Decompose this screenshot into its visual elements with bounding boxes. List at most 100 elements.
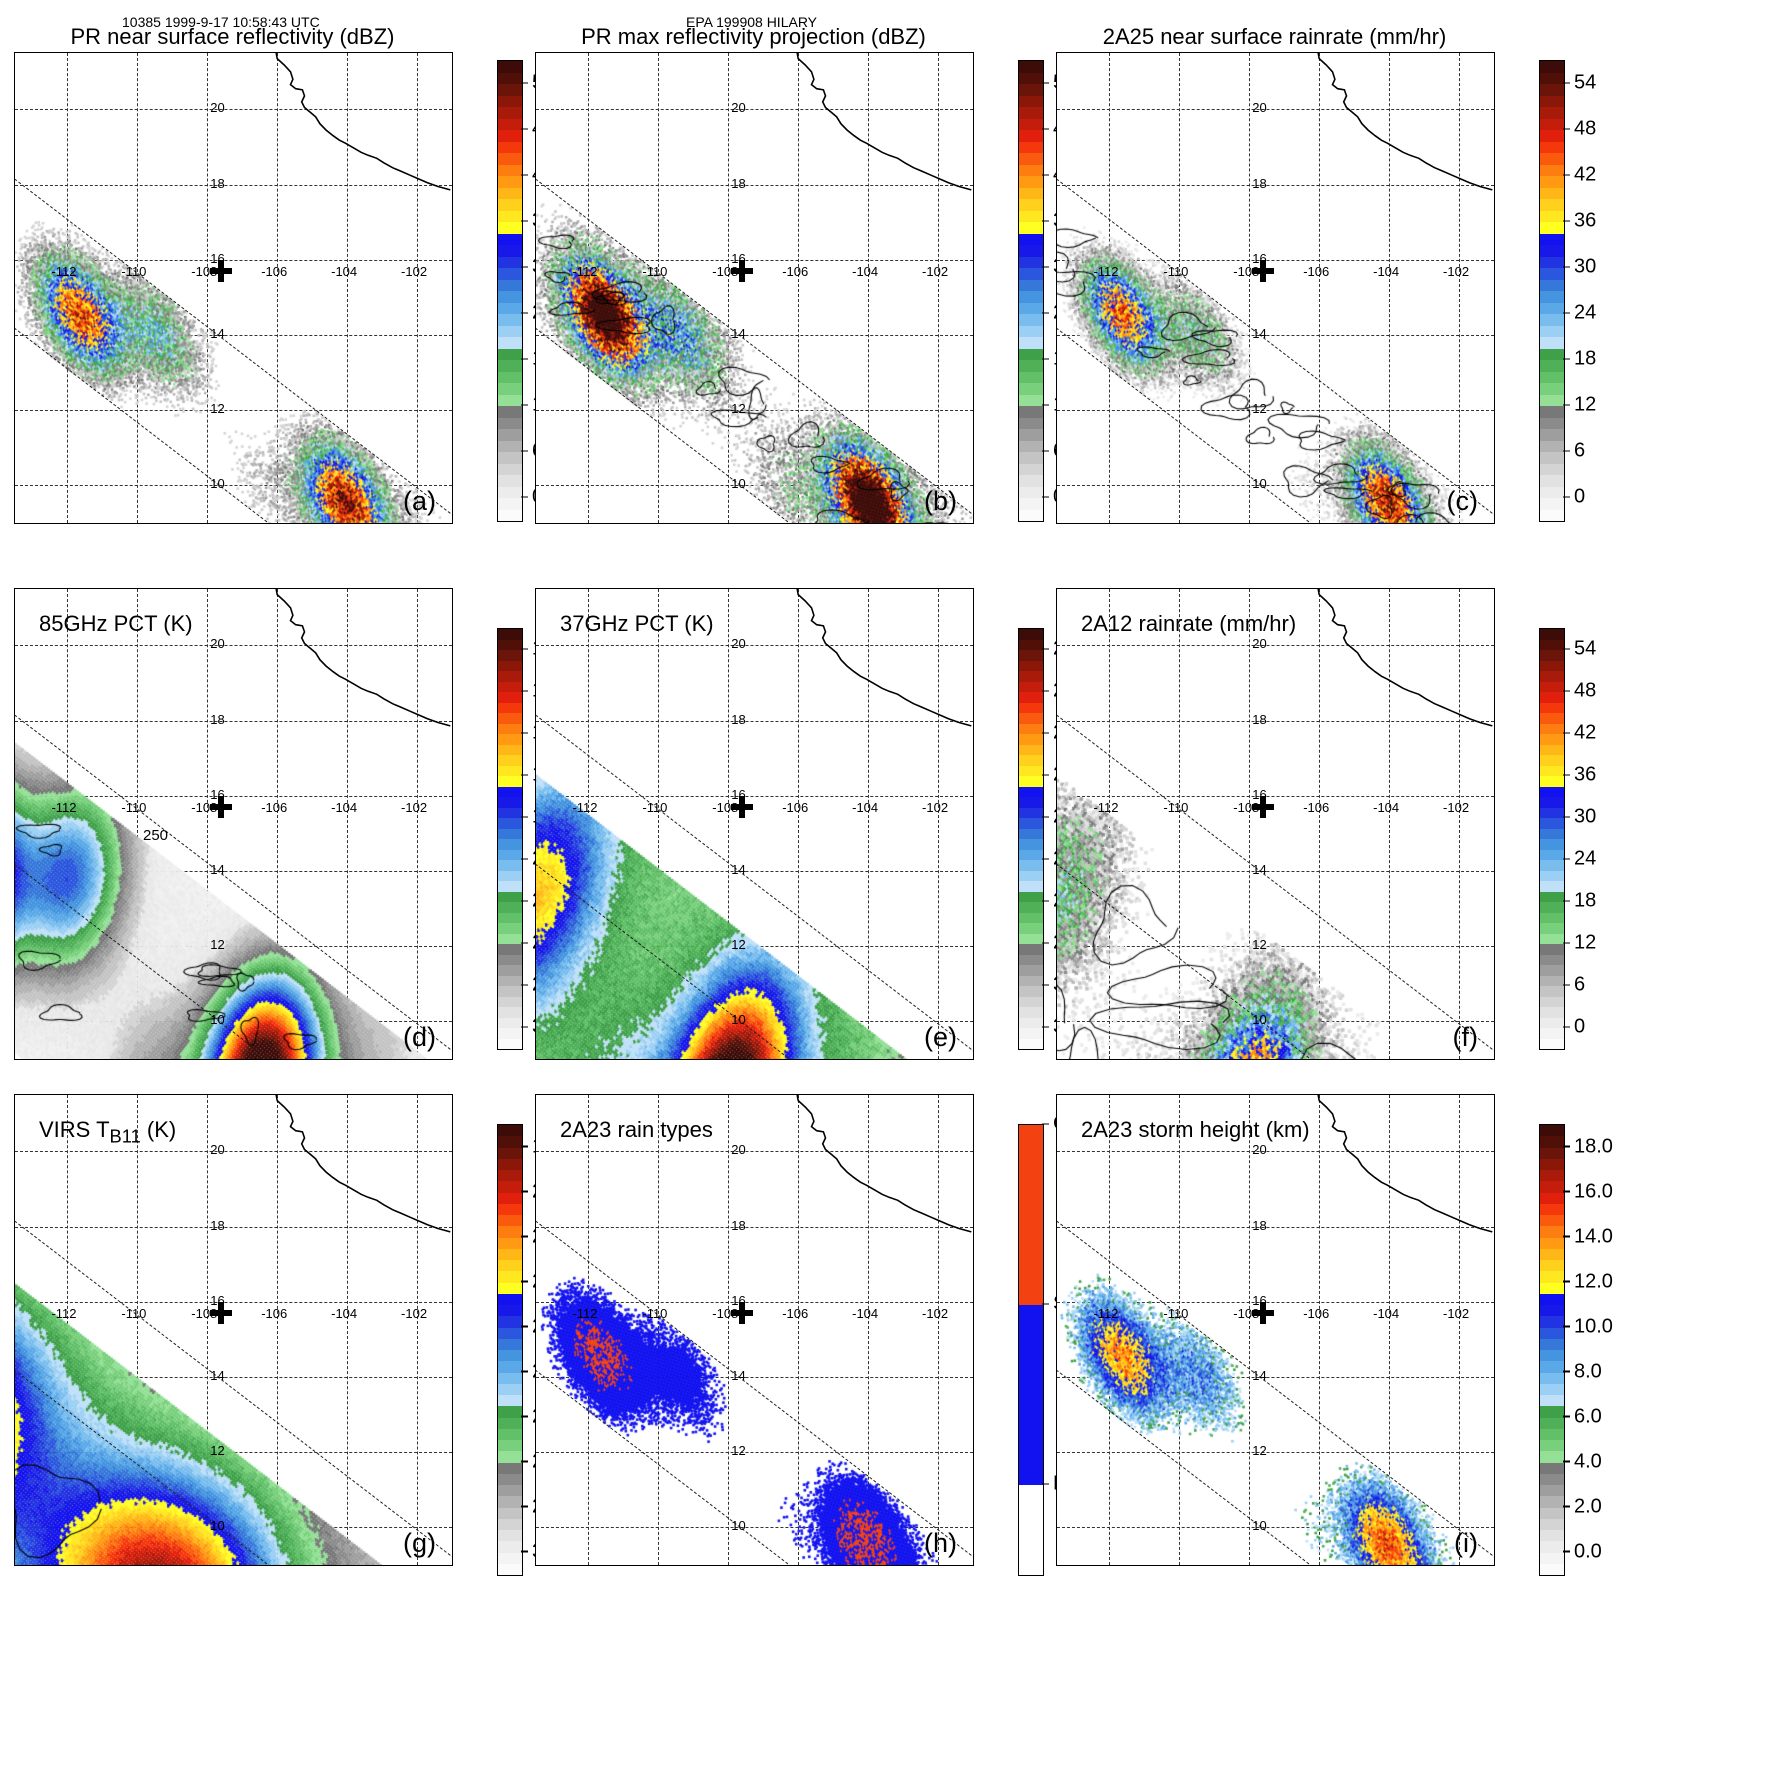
colorbar-segment: [498, 776, 522, 787]
panel-map[interactable]: -112 -110 -108 -106 -104 -102 20 18 16 14 12 10 2A23…: [535, 1094, 974, 1566]
colorbar-segment: [1540, 1305, 1564, 1317]
colorbar-segment: [498, 337, 522, 349]
colorbar-segment: [1019, 498, 1043, 510]
colorbar-segment: [1540, 302, 1564, 314]
colorbar-segment: [1019, 870, 1043, 881]
colorbar-tick: 18.0: [1563, 1135, 1613, 1158]
colorbar-segment: [1019, 734, 1043, 745]
colorbar-segment: [498, 1147, 522, 1159]
colorbar-segment: [1019, 452, 1043, 464]
panel-letter: (g): [403, 1528, 436, 1558]
panel-map[interactable]: -112 -110 -108 -106 -104 -102 20 18 16 14 12 10 VIRS…: [14, 1094, 453, 1566]
colorbar-segment: [498, 944, 522, 955]
contour-label: 250: [143, 827, 169, 844]
longitude-label: -110: [1163, 263, 1189, 279]
colorbar-segment: [498, 660, 522, 671]
latitude-label: 12: [1252, 1443, 1267, 1459]
latitude-label: 18: [1252, 711, 1267, 727]
colorbar-segment: [1540, 1485, 1564, 1497]
latitude-label: 18: [210, 175, 225, 191]
colorbar-segment: [1019, 61, 1043, 73]
panel-title: 85GHz PCT (K): [39, 611, 193, 636]
colorbar-gradient: [1018, 628, 1044, 1050]
colorbar-segment: [1019, 291, 1043, 303]
colorbar-segment: [1019, 314, 1043, 326]
colorbar-segment: [1540, 337, 1564, 349]
colorbar-segment: [498, 933, 522, 944]
longitude-label: -108: [191, 799, 218, 815]
longitude-label: -106: [782, 263, 809, 279]
colorbar-segment: [1019, 828, 1043, 839]
colorbar-segment: [1019, 302, 1043, 314]
colorbar-segment: [498, 1007, 522, 1018]
colorbar-segment: [498, 233, 522, 245]
colorbar-segment: [1019, 975, 1043, 986]
panel-map[interactable]: -112 -110 -108 -106 -104 -102 20 18 16 14 12 10 37GH…: [535, 588, 974, 1060]
colorbar-segment: [1540, 1338, 1564, 1350]
colorbar-tick: 54: [1563, 72, 1596, 95]
panel-map[interactable]: -112 -110 -108 -106 -104 -102 20 18 16 14 12 10 (a): [14, 52, 453, 524]
colorbar-tick: 12: [1563, 932, 1596, 955]
panel-map[interactable]: -112 -110 -108 -106 -104 -102 20 18 16 14 12 10 (c): [1056, 52, 1495, 524]
latitude-label: 12: [210, 1443, 225, 1459]
colorbar-segment: [498, 870, 522, 881]
colorbar-segment: [1019, 348, 1043, 360]
colorbar-segment: [1019, 902, 1043, 913]
colorbar-ticks: 18.0 16.0 14.0 12.0 10.0 8.0 6.0 4.0 2.0 0.0: [1563, 1124, 1633, 1574]
colorbar-segment: [1540, 1136, 1564, 1148]
colorbar-segment: [498, 702, 522, 713]
colorbar-gradient: [1018, 1124, 1044, 1576]
colorbar-segment: [498, 1395, 522, 1407]
panel-map[interactable]: -112 -110 -108 -106 -104 -102 20 18 16 14 12 10 (b): [535, 52, 974, 524]
colorbar-segment: [1540, 486, 1564, 498]
latitude-label: 18: [210, 711, 225, 727]
colorbar-segment: [1540, 891, 1564, 902]
colorbar-segment: [1019, 797, 1043, 808]
colorbar-segment: [1019, 383, 1043, 395]
colorbar-segment: [498, 1316, 522, 1328]
panel-title: VIRS TB11 (K): [39, 1117, 177, 1147]
colorbar-segment: [498, 1248, 522, 1260]
panel-g: -112 -110 -108 -106 -104 -102 20 18 16 14 12 10 VIRS…: [14, 1066, 565, 1589]
longitude-label: -110: [642, 263, 668, 279]
colorbar-gradient: [497, 1124, 523, 1576]
colorbar-segment: [498, 463, 522, 475]
colorbar-segment: [1540, 1248, 1564, 1260]
colorbar-segment: [1019, 776, 1043, 787]
colorbar-segment: [498, 302, 522, 314]
latitude-label: 14: [1252, 326, 1267, 341]
colorbar-segment: [1019, 84, 1043, 96]
colorbar-segment: [1540, 107, 1564, 119]
panel-map[interactable]: -112 -110 -108 -106 -104 -102 20 18 16 14 12 10 2A12…: [1056, 588, 1495, 1060]
panel-map[interactable]: -112 -110 -108 -106 -104 -102 20 18 16 14 12 10 85GH…: [14, 588, 453, 1060]
longitude-label: -110: [1163, 1305, 1189, 1321]
colorbar-segment: [1540, 1563, 1564, 1575]
panel-letter: (f): [1452, 1022, 1478, 1052]
latitude-label: 10: [731, 476, 746, 492]
colorbar-segment: [498, 222, 522, 234]
panel-map[interactable]: -112 -110 -108 -106 -104 -102 20 18 16 14 12 10 2A23…: [1056, 1094, 1495, 1566]
panel-letter: (d): [403, 1022, 436, 1052]
colorbar-segment: [1540, 1007, 1564, 1018]
colorbar-tick: 30: [1563, 256, 1596, 279]
latitude-label: 20: [731, 636, 746, 652]
colorbar-segment: [498, 440, 522, 452]
colorbar-segment: [1019, 107, 1043, 119]
longitude-label: -112: [51, 1305, 77, 1321]
colorbar-segment: [1540, 406, 1564, 418]
colorbar-segment: [498, 118, 522, 130]
colorbar-segment: [498, 348, 522, 360]
colorbar-segment: [1019, 755, 1043, 766]
colorbar-segment: [1540, 95, 1564, 107]
colorbar-tick: 16.0: [1563, 1180, 1613, 1203]
colorbar-segment: [1019, 1017, 1043, 1028]
colorbar-segment: [498, 1327, 522, 1339]
colorbar-segment: [1019, 222, 1043, 234]
colorbar-segment: [498, 107, 522, 119]
colorbar-segment: [498, 429, 522, 441]
longitude-label: -106: [261, 799, 288, 815]
colorbar-segment: [1019, 692, 1043, 703]
colorbar-segment: [1540, 325, 1564, 337]
colorbar-segment: [498, 965, 522, 976]
data-layer: [536, 53, 973, 523]
